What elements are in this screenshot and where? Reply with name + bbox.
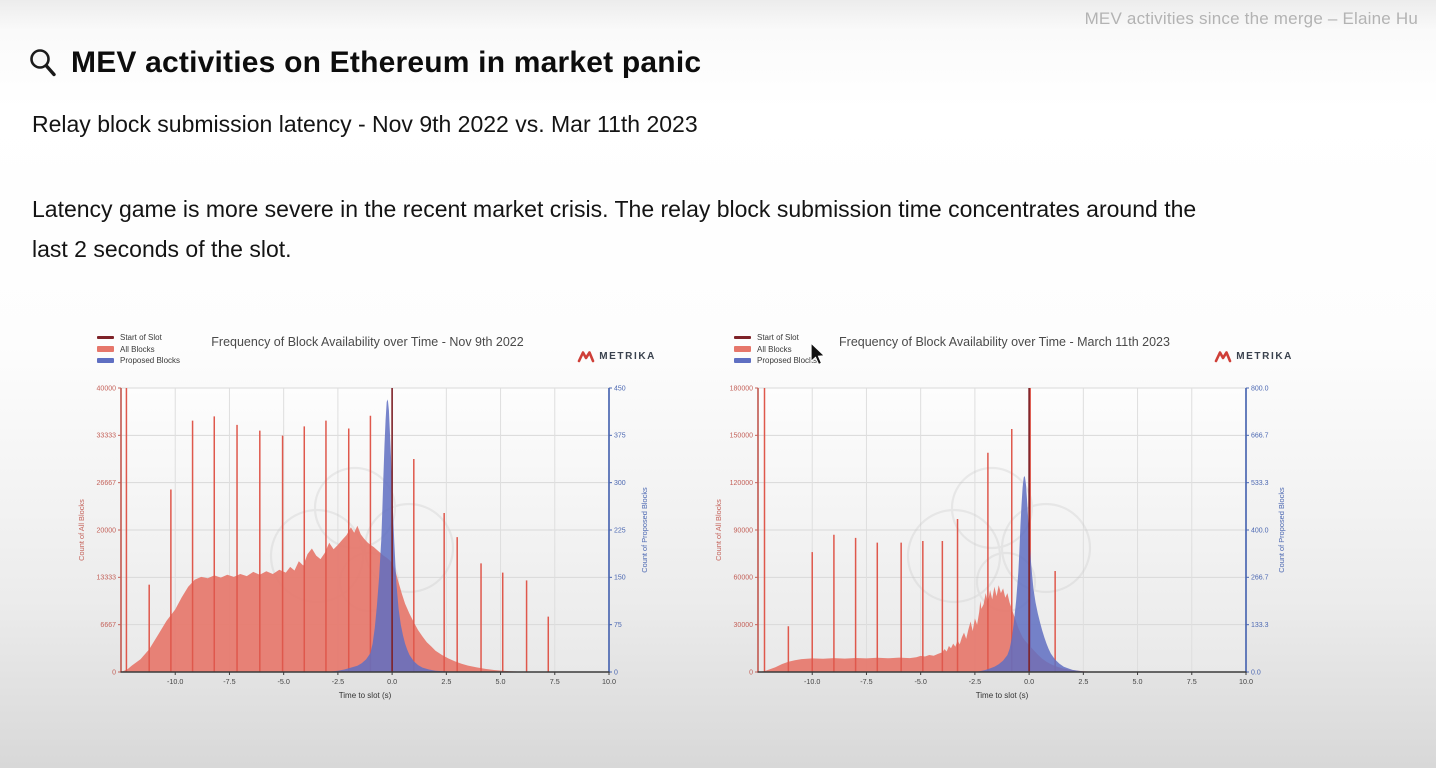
- y-right-tick-label: 266.7: [1251, 575, 1269, 582]
- chart-legend: Start of Slot All Blocks Proposed Blocks: [734, 333, 817, 368]
- metrika-logo: METRIKA: [1214, 350, 1293, 363]
- metrika-logo-text: METRIKA: [599, 351, 656, 362]
- x-tick-label: -7.5: [223, 677, 235, 686]
- x-tick-label: 5.0: [496, 677, 506, 686]
- y-left-tick-label: 0: [749, 669, 753, 676]
- y-right-tick-label: 75: [614, 622, 622, 629]
- y-right-tick-label: 133.3: [1251, 622, 1269, 629]
- y-right-tick-label: 800.0: [1251, 385, 1269, 392]
- y-right-tick-label: 0: [614, 669, 618, 676]
- x-tick-label: 10.0: [1239, 677, 1253, 686]
- x-tick-label: 7.5: [1187, 677, 1197, 686]
- legend-swatch: [97, 357, 114, 364]
- y-left-tick-label: 120000: [730, 480, 753, 487]
- y-left-tick-label: 6667: [100, 622, 116, 629]
- legend-item-proposed-blocks: Proposed Blocks: [97, 356, 180, 365]
- mouse-cursor: [810, 342, 826, 366]
- y-left-tick-label: 60000: [734, 575, 754, 582]
- y-right-tick-label: 375: [614, 433, 626, 440]
- x-tick-label: 2.5: [441, 677, 451, 686]
- legend-label: All Blocks: [120, 344, 155, 354]
- x-tick-label: 10.0: [602, 677, 616, 686]
- y-left-tick-label: 30000: [734, 622, 754, 629]
- x-tick-label: -2.5: [332, 677, 344, 686]
- legend-swatch: [734, 336, 751, 339]
- x-tick-label: -10.0: [804, 677, 820, 686]
- x-axis-title: Time to slot (s): [339, 691, 392, 700]
- legend-item-start-of-slot: Start of Slot: [97, 333, 180, 342]
- legend-item-start-of-slot: Start of Slot: [734, 333, 817, 342]
- y-left-tick-label: 0: [112, 669, 116, 676]
- legend-label: Proposed Blocks: [757, 356, 818, 365]
- y-right-tick-label: 666.7: [1251, 433, 1269, 440]
- metrika-logo-icon: [1214, 351, 1232, 363]
- chart-title: Frequency of Block Availability over Tim…: [211, 335, 524, 349]
- title-row: MEV activities on Ethereum in market pan…: [28, 46, 701, 80]
- y-left-tick-label: 26667: [97, 480, 117, 487]
- plot-area: 0 6667 13333 20000 26667 33333 40000 0 75 150 225 3…: [77, 385, 649, 700]
- legend-swatch: [97, 336, 114, 339]
- y-right-tick-label: 450: [614, 385, 626, 392]
- header-attribution: MEV activities since the merge – Elaine …: [1084, 9, 1418, 28]
- legend-item-proposed-blocks: Proposed Blocks: [734, 356, 817, 365]
- chart-mar-11-2023: Start of Slot All Blocks Proposed Blocks F…: [712, 330, 1297, 712]
- metrika-logo: METRIKA: [577, 350, 656, 363]
- magnifier-icon: [30, 49, 56, 77]
- body-paragraph: Latency game is more severe in the recen…: [32, 196, 1197, 262]
- y-left-tick-label: 20000: [97, 527, 117, 534]
- page-title: MEV activities on Ethereum in market pan…: [71, 46, 702, 79]
- y-right-axis-title: Count of Proposed Blocks: [640, 487, 649, 573]
- legend-label: Start of Slot: [757, 333, 799, 342]
- metrika-logo-icon: [577, 351, 595, 363]
- proposed-blocks-histogram: [974, 476, 1095, 672]
- y-left-tick-label: 13333: [97, 575, 117, 582]
- x-tick-label: -5.0: [914, 677, 926, 686]
- y-left-tick-label: 90000: [734, 527, 754, 534]
- legend-swatch: [734, 357, 751, 364]
- legend-item-all-blocks: All Blocks: [734, 345, 817, 354]
- legend-swatch: [97, 346, 114, 352]
- y-left-axis-title: Count of All Blocks: [714, 499, 723, 561]
- y-left-tick-label: 33333: [97, 433, 117, 440]
- legend-label: Start of Slot: [120, 333, 162, 342]
- subtitle: Relay block submission latency - Nov 9th…: [32, 111, 698, 137]
- x-tick-label: 5.0: [1133, 677, 1143, 686]
- x-tick-label: 0.0: [387, 677, 397, 686]
- x-tick-label: 0.0: [1024, 677, 1034, 686]
- y-right-tick-label: 225: [614, 527, 626, 534]
- legend-swatch: [734, 346, 751, 352]
- x-tick-label: 7.5: [550, 677, 560, 686]
- x-axis-title: Time to slot (s): [976, 691, 1029, 700]
- chart-legend: Start of Slot All Blocks Proposed Blocks: [97, 333, 180, 368]
- x-tick-label: -5.0: [277, 677, 289, 686]
- y-left-tick-label: 180000: [730, 385, 753, 392]
- chart-title: Frequency of Block Availability over Tim…: [839, 335, 1170, 349]
- legend-label: All Blocks: [757, 344, 792, 354]
- chart-nov-9-2022: Start of Slot All Blocks Proposed Blocks F…: [75, 330, 660, 712]
- y-right-tick-label: 0.0: [1251, 669, 1261, 676]
- y-right-tick-label: 150: [614, 575, 626, 582]
- plot-area: 0 30000 60000 90000 120000 150000 180000 0.0 133…: [714, 385, 1286, 700]
- y-right-tick-label: 300: [614, 480, 626, 487]
- y-left-axis-title: Count of All Blocks: [77, 499, 86, 561]
- all-blocks-histogram: [121, 525, 609, 672]
- y-right-tick-label: 533.3: [1251, 480, 1269, 487]
- x-tick-label: -2.5: [969, 677, 981, 686]
- y-right-tick-label: 400.0: [1251, 527, 1269, 534]
- y-right-axis-title: Count of Proposed Blocks: [1277, 487, 1286, 573]
- metrika-logo-text: METRIKA: [1236, 351, 1293, 362]
- legend-label: Proposed Blocks: [120, 356, 181, 365]
- x-tick-label: -10.0: [167, 677, 183, 686]
- y-left-tick-label: 150000: [730, 433, 753, 440]
- all-blocks-histogram: [758, 585, 1181, 672]
- legend-item-all-blocks: All Blocks: [97, 345, 180, 354]
- y-left-tick-label: 40000: [97, 385, 117, 392]
- x-tick-label: 2.5: [1078, 677, 1088, 686]
- x-tick-label: -7.5: [860, 677, 872, 686]
